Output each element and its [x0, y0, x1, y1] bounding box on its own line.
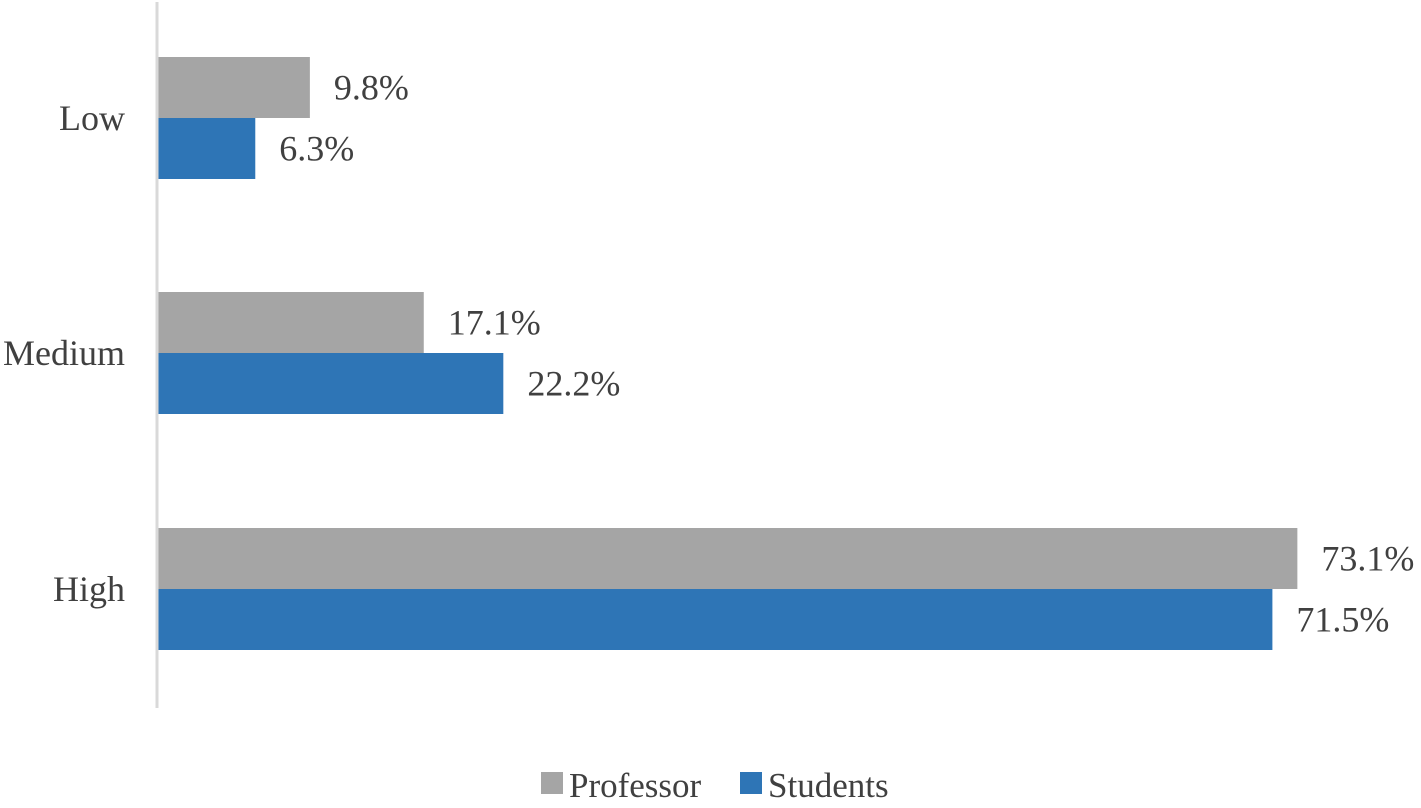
bar-professor-low — [157, 57, 310, 118]
data-label-professor-high: 73.1% — [1321, 539, 1414, 579]
category-label-medium: Medium — [3, 333, 125, 373]
bars-group — [157, 57, 1298, 650]
legend-label-professor: Professor — [569, 766, 702, 805]
category-labels: Low Medium High — [3, 98, 125, 609]
legend-swatch-professor — [541, 772, 563, 794]
data-labels: 9.8% 6.3% 17.1% 22.2% 73.1% 71.5% — [279, 68, 1414, 640]
category-label-high: High — [53, 569, 125, 609]
data-label-professor-medium: 17.1% — [448, 303, 541, 343]
bar-professor-medium — [157, 292, 424, 353]
bar-students-low — [157, 118, 256, 179]
legend-label-students: Students — [768, 766, 889, 805]
bar-students-high — [157, 589, 1273, 650]
legend-swatch-students — [740, 772, 762, 794]
bar-students-medium — [157, 353, 504, 414]
data-label-students-high: 71.5% — [1296, 600, 1389, 640]
data-label-professor-low: 9.8% — [334, 68, 409, 108]
legend: Professor Students — [541, 766, 889, 805]
data-label-students-low: 6.3% — [279, 129, 354, 169]
data-label-students-medium: 22.2% — [527, 364, 620, 404]
category-label-low: Low — [59, 98, 125, 138]
bar-professor-high — [157, 528, 1298, 589]
